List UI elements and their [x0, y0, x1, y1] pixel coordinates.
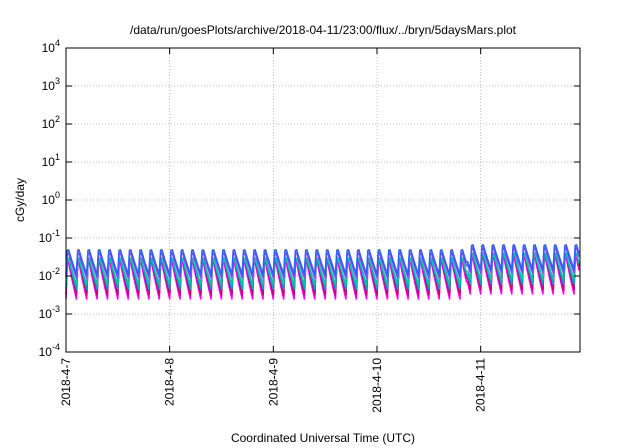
y-tick-label: 103 — [42, 76, 60, 93]
x-axis-label: Coordinated Universal Time (UTC) — [231, 431, 415, 445]
y-axis-ticks: 104 103 102 101 100 10-1 10-2 10-3 10-4 — [39, 38, 580, 359]
y-axis-label: cGy/day — [13, 178, 27, 222]
y-tick-label: 100 — [42, 190, 60, 207]
y-tick-label: 102 — [42, 114, 60, 131]
x-tick-label: 2018-4-11 — [474, 358, 488, 412]
x-axis-ticks: 2018-4-7 2018-4-8 2018-4-9 2018-4-10 2018-4-… — [59, 48, 488, 413]
x-tick-label: 2018-4-7 — [59, 358, 73, 406]
series-line-6 — [65, 244, 580, 276]
x-tick-label: 2018-4-10 — [370, 358, 384, 413]
y-tick-label: 10-3 — [39, 304, 60, 321]
y-tick-label: 10-1 — [39, 228, 60, 245]
chart-title: /data/run/goesPlots/archive/2018-04-11/2… — [130, 23, 517, 37]
x-tick-label: 2018-4-9 — [266, 358, 280, 406]
x-tick-label: 2018-4-8 — [163, 358, 177, 406]
y-tick-label: 101 — [42, 152, 60, 169]
series-group — [65, 244, 580, 300]
series-line-5 — [65, 247, 580, 279]
y-tick-label: 10-2 — [39, 266, 60, 283]
series-line-4 — [65, 252, 580, 286]
y-tick-label: 104 — [42, 38, 60, 55]
y-tick-label: 10-4 — [39, 342, 60, 359]
